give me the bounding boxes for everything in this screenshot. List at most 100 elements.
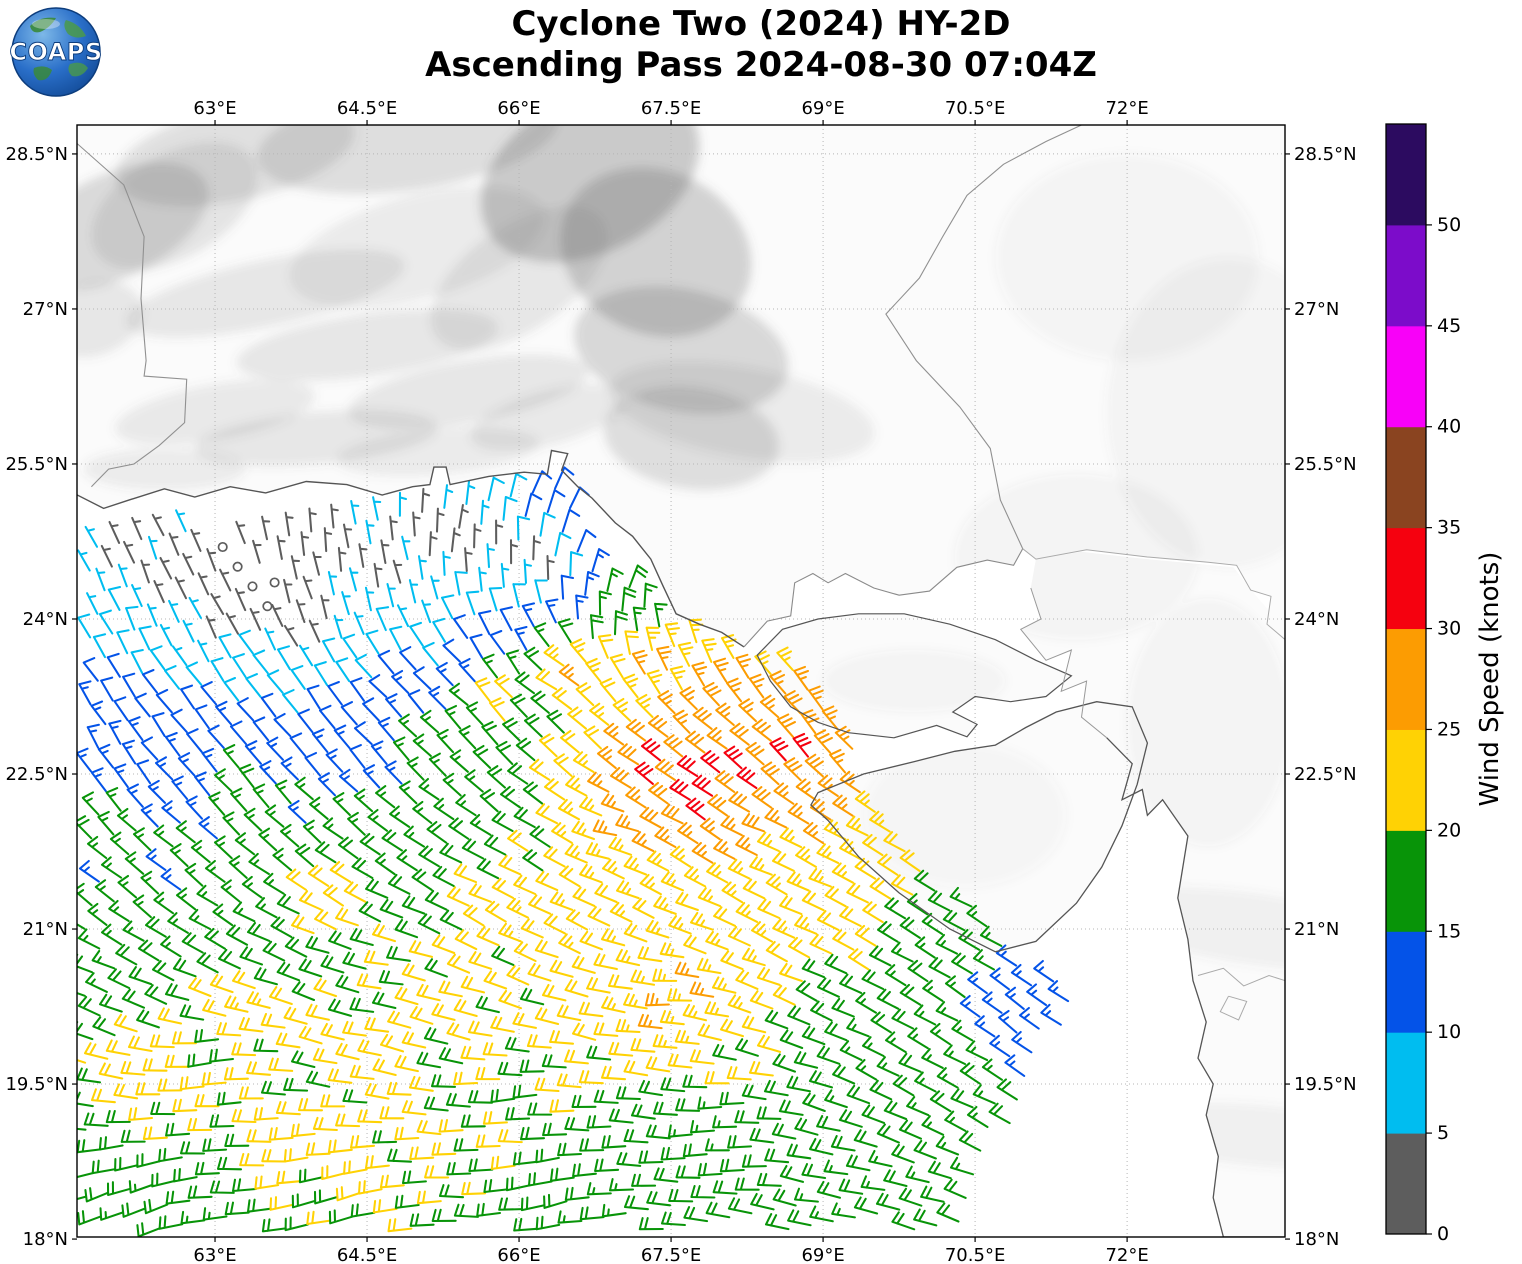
wind-barb (359, 832, 381, 856)
wind-barb (231, 1178, 257, 1193)
wind-barb (480, 499, 490, 525)
state-border-zigzag (1197, 967, 1285, 987)
wind-barb (403, 825, 426, 848)
wind-barb (483, 1178, 509, 1194)
wind-barb (260, 692, 277, 718)
wind-barb (598, 590, 612, 616)
wind-barb (305, 1070, 331, 1088)
wind-barb (77, 991, 86, 997)
wind-barb (823, 819, 847, 841)
wind-barb (506, 965, 530, 986)
wind-barb (349, 1134, 376, 1149)
wind-barb (261, 1149, 287, 1163)
wind-barb (454, 570, 468, 596)
wind-barb (282, 688, 299, 714)
wind-barb (377, 649, 395, 675)
wind-barb (258, 827, 278, 852)
wind-barb (238, 629, 254, 655)
wind-barb (384, 760, 403, 785)
wind-barb (131, 584, 143, 608)
wind-barb (81, 791, 100, 816)
wind-barb (255, 897, 278, 919)
wind-barb (860, 1175, 886, 1191)
wind-barb (124, 851, 145, 875)
wind-barb (313, 661, 329, 687)
wind-barb (358, 901, 382, 923)
wind-barb (676, 755, 699, 778)
wind-barb (645, 1056, 671, 1073)
wind-barb (407, 689, 425, 714)
wind-barb (77, 747, 92, 773)
wind-barb (660, 871, 685, 892)
wind-barb (312, 551, 322, 576)
wind-barb (659, 942, 685, 959)
wind-barb (502, 495, 518, 521)
wind-barb (795, 980, 818, 1002)
wind-barb (409, 621, 424, 647)
colorbar-segment (1386, 1133, 1426, 1235)
wind-barb (534, 1007, 560, 1026)
wind-barb (586, 1182, 612, 1196)
wind-barb (421, 487, 431, 513)
wind-barb (379, 1106, 405, 1120)
wind-barb (505, 1176, 531, 1192)
wind-barb (159, 623, 173, 647)
wind-barb (735, 969, 759, 990)
wind-barb (283, 578, 293, 604)
x-tick-label-top: 64.5°E (337, 98, 397, 119)
rann-boundary (743, 548, 1024, 648)
wind-barb (944, 1110, 967, 1132)
wind-barb (135, 1082, 161, 1096)
wind-barb (332, 792, 351, 817)
wind-barb (205, 615, 217, 639)
wind-barb (187, 1053, 212, 1068)
wind-barb (830, 1135, 856, 1152)
wind-barb (153, 580, 165, 604)
wind-barb (179, 1076, 205, 1091)
wind-barb (495, 519, 504, 545)
wind-barb (394, 1194, 420, 1209)
wind-barb (771, 1122, 797, 1140)
wind-barb (538, 733, 558, 758)
wind-barb (157, 1078, 183, 1092)
wind-barb (756, 967, 781, 986)
wind-barb (621, 586, 637, 612)
wind-barb (891, 1211, 916, 1231)
wind-barb (117, 874, 138, 899)
wind-barb (431, 1208, 457, 1223)
wind-barb (558, 663, 580, 687)
wind-barb (98, 1136, 124, 1151)
colorbar-tick-label: 0 (1437, 1223, 1449, 1245)
wind-barb (158, 1215, 184, 1230)
wind-barb (272, 847, 293, 872)
wind-barb (412, 733, 432, 758)
wind-barb (756, 1172, 782, 1187)
wind-barb (958, 928, 981, 951)
wind-barb (727, 1197, 753, 1215)
wind-barb (84, 525, 99, 548)
wind-barb (713, 906, 737, 927)
colorbar-tick-label: 10 (1437, 1021, 1461, 1043)
wind-barb (700, 750, 721, 774)
wind-barb (216, 1156, 243, 1171)
wind-barb (479, 788, 499, 813)
wind-barb (793, 665, 810, 691)
wind-barb (210, 657, 225, 682)
wind-barb (646, 850, 670, 872)
wind-barb (438, 1047, 464, 1065)
wind-barb (734, 1038, 759, 1057)
wind-barb (398, 491, 408, 517)
wind-barb (557, 1210, 583, 1224)
wind-barb (558, 933, 581, 955)
wind-barb (804, 753, 824, 778)
wind-barb (371, 923, 397, 943)
wind-barb (824, 1089, 848, 1109)
wind-barb (645, 1124, 671, 1140)
wind-barb (408, 940, 434, 958)
wind-barb (160, 935, 182, 958)
wind-barb (394, 918, 419, 939)
wind-barb (78, 859, 100, 883)
wind-barb (913, 1139, 937, 1160)
wind-barb (418, 777, 440, 801)
wind-barb (347, 811, 366, 836)
